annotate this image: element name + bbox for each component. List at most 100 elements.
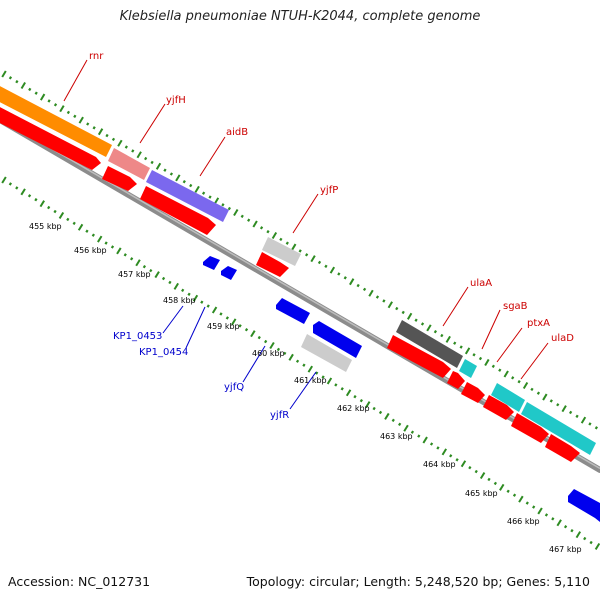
outer-tick xyxy=(459,345,463,349)
inner-tick xyxy=(441,448,448,456)
inner-tick xyxy=(149,268,153,273)
inner-tick xyxy=(436,446,440,450)
outer-tick xyxy=(66,110,70,115)
outer-tick xyxy=(247,218,251,222)
inner-tick xyxy=(398,422,402,426)
outer-tick xyxy=(124,145,128,149)
label-yjfH: yjfH xyxy=(166,95,186,106)
outer-tick xyxy=(227,206,231,211)
feature-yjfR-gray[interactable] xyxy=(301,334,352,372)
inner-tick xyxy=(58,211,65,219)
outer-tick xyxy=(498,368,502,372)
feature-sgaB[interactable] xyxy=(459,359,477,378)
outer-tick-ring xyxy=(1,70,598,430)
cds-arrow-ulaD1[interactable] xyxy=(511,413,549,443)
outer-tick xyxy=(472,353,476,357)
inner-tick xyxy=(479,472,486,480)
cds-arrow-yjfH[interactable] xyxy=(102,166,137,191)
inner-tick xyxy=(455,458,459,462)
inner-tick xyxy=(161,276,166,281)
inner-tick xyxy=(359,398,363,403)
inner-tick xyxy=(15,186,19,190)
outer-tick xyxy=(542,393,548,401)
cds-arrow-sgaB[interactable] xyxy=(447,371,465,389)
outer-tick xyxy=(169,172,174,176)
genome-backbone xyxy=(0,117,600,473)
feature-yjfP[interactable] xyxy=(262,237,301,266)
label-yjfQ: yjfQ xyxy=(224,382,244,393)
cds-arrow-yjfP[interactable] xyxy=(256,252,289,277)
inner-tick xyxy=(417,434,421,438)
inner-tick xyxy=(181,288,185,293)
inner-tick xyxy=(468,465,472,470)
cds-arrow-ptxA2[interactable] xyxy=(483,395,514,420)
cds-arrow-right-edge[interactable] xyxy=(568,489,600,522)
cds-arrow-yjfR[interactable] xyxy=(313,321,362,358)
outer-tick xyxy=(324,264,328,268)
inner-tick xyxy=(518,495,524,503)
kbp-label: 460 kbp xyxy=(252,349,285,358)
inner-tick xyxy=(288,353,294,361)
inner-tick xyxy=(487,477,491,482)
outer-tick xyxy=(291,243,297,251)
outer-tick xyxy=(252,220,258,228)
outer-tick xyxy=(511,376,515,380)
cds-arrow-KP1-0454[interactable] xyxy=(221,266,237,280)
feature-ptxA[interactable] xyxy=(491,383,525,412)
cds-arrow-aidB[interactable] xyxy=(140,186,216,235)
outer-tick xyxy=(317,260,322,265)
outer-tick xyxy=(8,76,13,80)
outer-tick xyxy=(259,226,264,230)
outer-tick xyxy=(111,137,116,142)
outer-tick xyxy=(362,287,367,292)
inner-tick xyxy=(307,365,314,373)
label-sgaB: sgaB xyxy=(503,301,528,312)
outer-tick xyxy=(420,322,425,326)
feature-yjfH[interactable] xyxy=(108,148,150,180)
cds-arrow-KP1-0453[interactable] xyxy=(203,256,220,270)
inner-tick xyxy=(302,363,306,367)
outer-tick xyxy=(406,312,413,320)
inner-tick xyxy=(283,351,287,356)
inner-tick xyxy=(276,347,281,352)
outer-tick xyxy=(517,379,521,384)
inner-tick xyxy=(345,389,352,397)
inner-tick xyxy=(326,377,333,385)
inner-tick xyxy=(211,306,218,314)
outer-tick xyxy=(580,416,587,424)
outer-tick xyxy=(401,310,405,315)
outer-tick xyxy=(221,203,225,207)
cds-arrow-ulaD2[interactable] xyxy=(545,434,580,462)
inner-tick xyxy=(525,501,529,505)
inner-tick xyxy=(269,341,275,349)
label-yjfR: yjfR xyxy=(270,410,289,421)
cds-arrow-ptxA1[interactable] xyxy=(461,382,485,403)
inner-tick xyxy=(97,235,103,243)
inner-tick xyxy=(135,259,141,267)
outer-tick xyxy=(34,91,38,95)
kbp-label: 457 kbp xyxy=(118,270,151,279)
feature-rnr[interactable] xyxy=(0,83,112,157)
outer-tick xyxy=(144,156,148,161)
inner-tick xyxy=(353,395,357,399)
inner-tick xyxy=(429,442,434,446)
inner-tick xyxy=(231,318,237,326)
cds-arrow-ulaA[interactable] xyxy=(387,335,451,378)
inner-tick xyxy=(47,205,51,210)
outer-tick xyxy=(549,399,553,403)
inner-tick xyxy=(91,233,95,237)
outer-tick xyxy=(1,70,7,78)
feature-ulaA[interactable] xyxy=(396,320,463,368)
inner-tick xyxy=(116,247,122,255)
inner-tick xyxy=(53,209,57,214)
inner-tick xyxy=(200,300,204,304)
cds-arrow-yjfQ[interactable] xyxy=(276,298,310,324)
feature-ulaD[interactable] xyxy=(521,402,596,455)
inner-tick xyxy=(449,454,453,458)
inner-tick xyxy=(219,312,223,316)
feature-aidB[interactable] xyxy=(146,170,229,222)
inner-tick xyxy=(334,383,338,387)
outer-tick xyxy=(310,255,316,263)
cds-arrow-rnr[interactable] xyxy=(0,104,101,170)
outer-tick xyxy=(464,347,471,355)
